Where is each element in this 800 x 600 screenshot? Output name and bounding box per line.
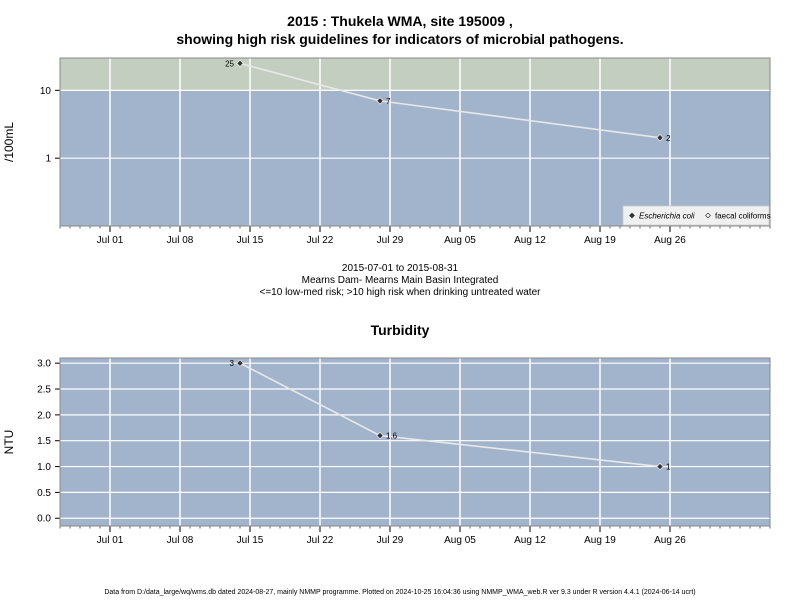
- y-tick-label: 10: [40, 86, 52, 97]
- legend-filled-diamond-icon: [629, 212, 635, 219]
- x-tick-label: Aug 26: [654, 535, 686, 546]
- data-label: 2: [666, 134, 671, 143]
- data-point: [236, 359, 244, 367]
- y-tick-label: 3.0: [37, 359, 51, 370]
- x-tick-label: Aug 19: [584, 235, 616, 246]
- plot-frame: [59, 57, 771, 227]
- y-tick-label: 0.5: [37, 488, 51, 499]
- main-title: 2015 : Thukela WMA, site 195009 , showin…: [0, 12, 800, 48]
- legend-open-diamond-icon: [705, 212, 711, 219]
- plot-area: [60, 358, 770, 526]
- x-tick-label: Aug 26: [654, 235, 686, 246]
- x-tick-label: Jul 22: [307, 235, 334, 246]
- x-tick-label: Jul 15: [237, 235, 264, 246]
- info-date-range: 2015-07-01 to 2015-08-31: [341, 263, 459, 274]
- data-point: [376, 97, 384, 105]
- footer-note: Data from D:/data_large/wq/wms.db dated …: [104, 589, 696, 596]
- legend-entry: faecal coliforms: [715, 212, 771, 221]
- x-tick-label: Jul 08: [167, 235, 194, 246]
- legend-box: [622, 205, 770, 226]
- legend-entry: Escherichia coli: [639, 212, 695, 221]
- x-tick-label: Jul 08: [167, 535, 194, 546]
- y-axis-label: /100mL: [2, 122, 16, 162]
- x-tick-label: Jul 01: [97, 235, 124, 246]
- data-point: [236, 59, 244, 67]
- turbidity-title: Turbidity: [370, 322, 430, 338]
- data-label: 1: [666, 463, 671, 472]
- data-point: [656, 462, 664, 471]
- chart-panel-1: Jul 01 Jul 08 Jul 15 Jul 22 Jul 29 Aug 05 Aug …: [2, 57, 771, 246]
- y-tick-label: 1: [45, 154, 51, 165]
- y-axis-label: NTU: [2, 430, 16, 455]
- info-risk-note: <=10 low-med risk; >10 high risk when dr…: [259, 287, 541, 298]
- x-tick-label: Jul 15: [237, 535, 264, 546]
- high-risk-band: [60, 58, 770, 91]
- y-tick-label: 2.0: [37, 410, 51, 421]
- chart-panel-2: Jul 01 Jul 08 Jul 15 Jul 22 Jul 29 Aug 05 Aug …: [2, 357, 771, 546]
- plot-frame: [59, 357, 771, 527]
- x-tick-label: Aug 19: [584, 535, 616, 546]
- x-tick-label: Jul 22: [307, 535, 334, 546]
- y-tick-label: 1.5: [37, 436, 51, 447]
- x-tick-label: Aug 12: [514, 235, 546, 246]
- x-tick-label: Jul 29: [377, 235, 404, 246]
- x-tick-label: Aug 05: [444, 235, 476, 246]
- y-tick-label: 2.5: [37, 385, 51, 396]
- x-tick-label: Aug 12: [514, 535, 546, 546]
- data-label: 7: [386, 97, 391, 106]
- micro-chart-info: 2015-07-01 to 2015-08-31 Mearns Dam- Mea…: [0, 263, 800, 299]
- y-tick-label: 0.0: [37, 514, 51, 525]
- data-point: [376, 431, 384, 440]
- main-title-line2: showing high risk guidelines for indicat…: [176, 31, 624, 47]
- x-tick-label: Jul 01: [97, 535, 124, 546]
- data-label: 1.6: [386, 432, 398, 441]
- x-tick-label: Aug 05: [444, 535, 476, 546]
- y-tick-label: 1.0: [37, 462, 51, 473]
- x-tick-label: Jul 29: [377, 535, 404, 546]
- data-label: 3: [230, 359, 235, 368]
- data-point: [656, 134, 664, 142]
- data-label: 25: [225, 59, 234, 68]
- info-site-name: Mearns Dam- Mearns Main Basin Integrated: [301, 275, 499, 286]
- main-title-line1: 2015 : Thukela WMA, site 195009 ,: [287, 13, 513, 29]
